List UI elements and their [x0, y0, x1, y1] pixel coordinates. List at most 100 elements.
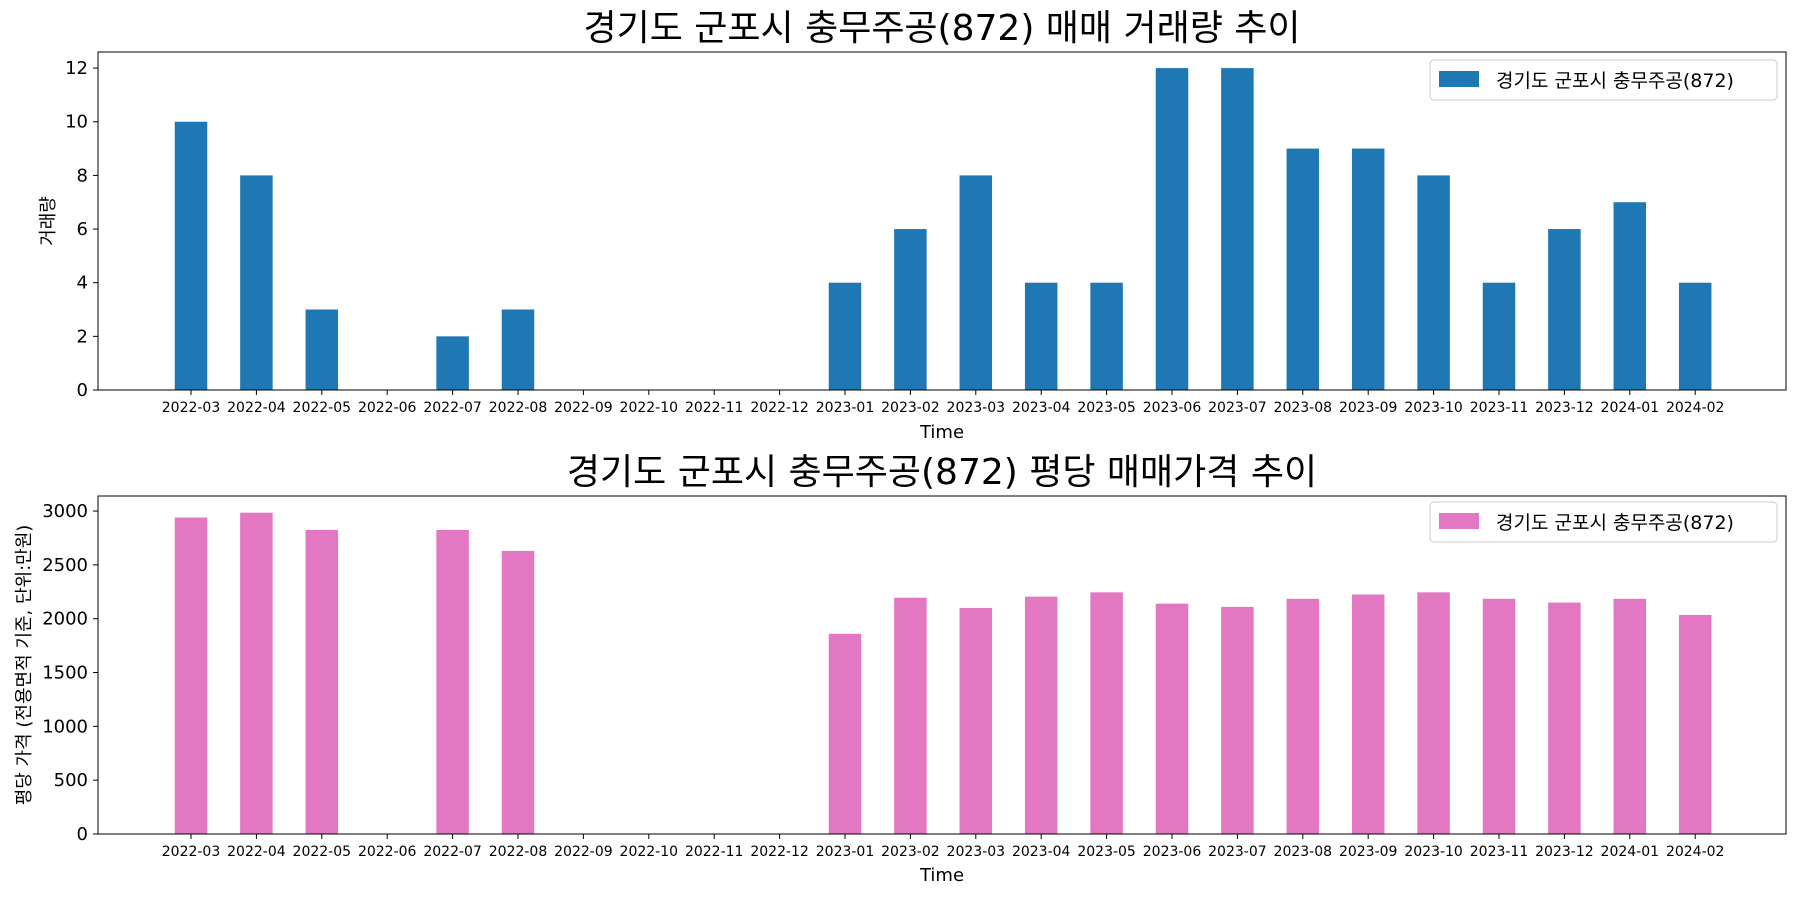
price-x-tick-label: 2023-09 [1339, 844, 1398, 860]
price-x-tick-label: 2022-06 [358, 844, 417, 860]
price-x-tick-label: 2023-05 [1077, 844, 1136, 860]
volume-bar-2023-01 [828, 282, 862, 390]
price-x-tick-label: 2023-04 [1012, 844, 1071, 860]
volume-y-tick-label: 10 [65, 112, 88, 133]
volume-bar-2023-02 [894, 229, 927, 390]
volume-bar-2022-05 [305, 309, 339, 390]
volume-bar-2023-05 [1090, 282, 1123, 390]
volume-x-tick-label: 2022-08 [489, 400, 548, 416]
price-x-tick-label: 2022-09 [554, 844, 613, 860]
volume-x-tick-label: 2023-10 [1404, 400, 1463, 416]
volume-x-tick-label: 2022-06 [358, 400, 417, 416]
volume-x-tick-label: 2022-09 [554, 400, 613, 416]
price-bar-2023-10 [1417, 592, 1450, 834]
price-legend: 경기도 군포시 충무주공(872) [1429, 501, 1778, 543]
price-x-tick-label: 2022-10 [620, 844, 679, 860]
volume-bar-2022-07 [436, 336, 469, 390]
price-bar-2023-11 [1482, 598, 1516, 834]
price-x-tick-label: 2023-11 [1470, 844, 1529, 860]
price-y-ticks: 0 500 1000 1500 2000 2500 3000 [42, 501, 98, 845]
price-bar-2023-01 [828, 633, 862, 834]
price-y-axis-label: 평당 가격 (전용면적 기준, 단위:만원) [14, 525, 35, 806]
price-bar-2023-12 [1548, 602, 1581, 834]
volume-bar-2023-10 [1417, 175, 1450, 390]
volume-bar-2023-09 [1351, 148, 1385, 390]
volume-x-tick-label: 2023-03 [947, 400, 1006, 416]
price-x-tick-label: 2022-08 [489, 844, 548, 860]
price-y-tick-label: 2000 [42, 609, 88, 630]
price-bar-2024-01 [1613, 598, 1647, 834]
volume-x-tick-label: 2023-08 [1274, 400, 1333, 416]
price-bar-2022-03 [174, 517, 208, 834]
volume-bar-2024-01 [1613, 202, 1647, 390]
volume-bar-2022-03 [174, 121, 208, 390]
volume-x-tick-label: 2023-02 [881, 400, 940, 416]
volume-y-tick-label: 6 [77, 219, 88, 240]
price-x-tick-label: 2022-05 [293, 844, 352, 860]
price-x-tick-label: 2022-11 [685, 844, 744, 860]
price-bar-2023-02 [894, 597, 927, 834]
volume-x-tick-label: 2022-07 [423, 400, 482, 416]
price-y-tick-label: 500 [54, 770, 88, 791]
price-bar-2024-02 [1678, 614, 1712, 834]
volume-legend-box [1429, 59, 1778, 101]
volume-bar-2023-03 [959, 175, 993, 390]
price-chart-title: 경기도 군포시 충무주공(872) 평당 매매가격 추이 [567, 452, 1317, 493]
volume-bar-2023-06 [1155, 68, 1189, 390]
volume-y-tick-label: 0 [77, 380, 88, 401]
volume-legend-label: 경기도 군포시 충무주공(872) [1496, 70, 1734, 92]
volume-bar-2024-02 [1678, 282, 1712, 390]
price-x-tick-label: 2023-03 [947, 844, 1006, 860]
price-bar-2023-04 [1024, 596, 1058, 834]
price-bar-2022-05 [305, 529, 339, 834]
volume-y-tick-label: 8 [77, 165, 88, 186]
price-bar-2022-04 [240, 512, 273, 834]
volume-x-tick-label: 2023-05 [1077, 400, 1136, 416]
volume-x-tick-label: 2022-10 [620, 400, 679, 416]
price-x-tick-label: 2023-02 [881, 844, 940, 860]
volume-legend: 경기도 군포시 충무주공(872) [1429, 59, 1778, 101]
price-x-tick-label: 2023-07 [1208, 844, 1267, 860]
volume-y-ticks: 0 2 4 6 8 10 12 [65, 58, 98, 401]
volume-x-tick-label: 2023-07 [1208, 400, 1267, 416]
volume-bar-2023-12 [1548, 229, 1581, 390]
price-bar-2023-09 [1351, 594, 1385, 834]
price-x-axis-label: Time [919, 865, 964, 886]
price-bar-2022-08 [501, 550, 535, 834]
volume-x-tick-label: 2022-03 [162, 400, 221, 416]
volume-x-tick-label: 2023-09 [1339, 400, 1398, 416]
price-x-tick-label: 2024-01 [1601, 844, 1660, 860]
volume-bar-2023-08 [1286, 148, 1320, 390]
volume-x-tick-label: 2022-11 [685, 400, 744, 416]
price-x-ticks: 2022-03 2022-04 2022-05 2022-06 2022-07 2022-… [162, 834, 1725, 860]
volume-bar-2022-04 [240, 175, 273, 390]
volume-x-tick-label: 2023-12 [1535, 400, 1594, 416]
volume-x-tick-label: 2022-04 [227, 400, 286, 416]
price-bar-2023-03 [959, 607, 993, 834]
price-y-tick-label: 1500 [42, 663, 88, 684]
volume-y-tick-label: 2 [77, 326, 88, 347]
volume-bar-2023-11 [1482, 282, 1516, 390]
price-x-tick-label: 2022-12 [750, 844, 809, 860]
price-x-tick-label: 2023-10 [1404, 844, 1463, 860]
volume-x-tick-label: 2023-06 [1143, 400, 1202, 416]
price-x-tick-label: 2022-04 [227, 844, 286, 860]
price-bar-2023-08 [1286, 598, 1320, 834]
price-y-tick-label: 0 [77, 824, 88, 845]
volume-plot-frame [97, 51, 1787, 391]
volume-x-axis-label: Time [919, 422, 964, 443]
volume-chart: 경기도 군포시 충무주공(872) 매매 거래량 추이 0 2 4 6 8 10 12 20… [38, 8, 1787, 443]
price-chart: 경기도 군포시 충무주공(872) 평당 매매가격 추이 0 500 1000 150… [14, 452, 1787, 886]
price-x-tick-label: 2023-06 [1143, 844, 1202, 860]
price-x-tick-label: 2023-12 [1535, 844, 1594, 860]
price-legend-label: 경기도 군포시 충무주공(872) [1496, 512, 1734, 534]
price-bar-2023-07 [1221, 606, 1254, 834]
volume-bar-2023-04 [1024, 282, 1058, 390]
volume-y-axis-label: 거래량 [38, 196, 59, 246]
price-x-tick-label: 2024-02 [1666, 844, 1725, 860]
volume-x-tick-label: 2023-11 [1470, 400, 1529, 416]
volume-bar-2022-08 [501, 309, 535, 390]
price-x-tick-label: 2022-03 [162, 844, 221, 860]
price-bar-2023-05 [1090, 592, 1123, 834]
